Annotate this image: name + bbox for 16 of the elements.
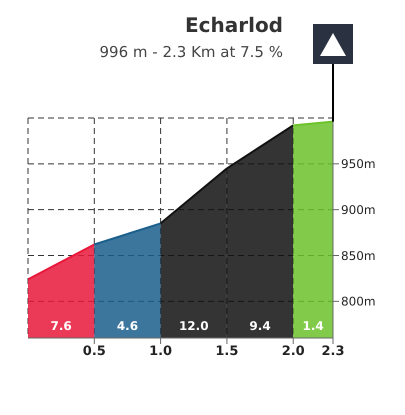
x-tick-label: 0.5	[82, 344, 106, 360]
chart-subtitle: 996 m - 2.3 Km at 7.5 %	[99, 43, 283, 61]
x-tick-label: 2.3	[321, 344, 345, 360]
x-tick-label: 1.5	[215, 344, 238, 360]
annotation: 9.4	[249, 319, 271, 333]
y-tick-label: 850m	[341, 248, 376, 263]
chart-title: Echarlod	[184, 13, 283, 37]
x-tick-label: 1.0	[149, 344, 172, 360]
y-tick-label: 900m	[341, 202, 376, 217]
annotation: 12.0	[178, 319, 209, 333]
annotation: 1.4	[302, 319, 324, 333]
y-tick-label: 950m	[341, 157, 376, 172]
x-tick-label: 2.0	[282, 344, 305, 360]
annotation: 7.6	[50, 319, 72, 333]
y-tick-label: 800m	[341, 294, 376, 309]
annotation: 4.6	[116, 319, 138, 333]
